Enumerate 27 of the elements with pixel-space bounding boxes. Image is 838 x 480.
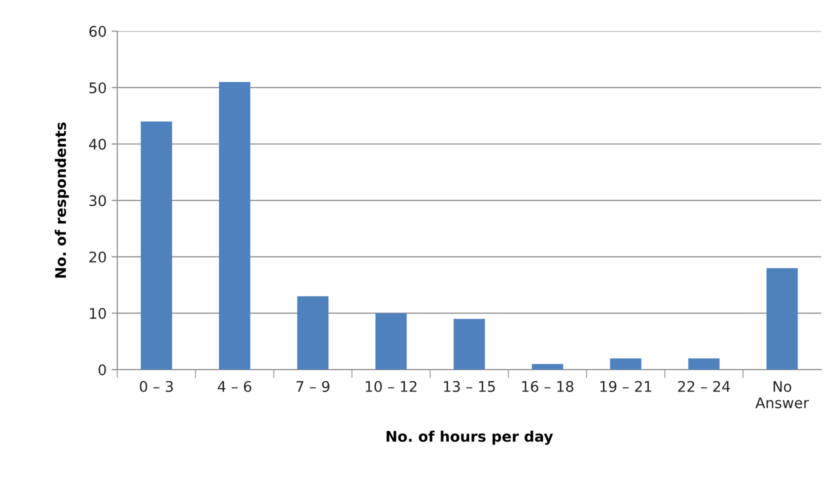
x-tick-label: 19 – 21 xyxy=(600,380,652,392)
x-tick-label: 16 – 18 xyxy=(522,380,574,392)
y-tick-label: 40 xyxy=(89,138,106,150)
y-tick-label: 60 xyxy=(89,26,106,37)
x-tick-label: 22 – 24 xyxy=(678,380,730,392)
x-tick-label: 13 – 15 xyxy=(444,380,495,392)
bar xyxy=(218,82,250,370)
y-tick-label: 20 xyxy=(89,252,106,263)
bar xyxy=(375,313,407,370)
bar xyxy=(454,318,485,370)
bar xyxy=(297,296,328,370)
y-tick-label: 0 xyxy=(98,364,106,376)
x-tick-label: No Answer xyxy=(755,381,809,408)
bar xyxy=(766,268,798,370)
y-axis-title: No. of respondents xyxy=(54,122,69,278)
bar xyxy=(532,364,564,370)
bar xyxy=(610,358,642,370)
y-tick-label: 30 xyxy=(89,195,106,206)
x-axis-title: No. of hours per day xyxy=(386,430,553,445)
y-tick-label: 10 xyxy=(90,308,106,319)
x-tick-label: 4 – 6 xyxy=(218,380,252,392)
x-tick-label: 0 – 3 xyxy=(140,380,173,392)
y-tick-label: 50 xyxy=(89,82,106,94)
bar xyxy=(688,358,720,370)
bar xyxy=(140,121,172,370)
x-tick-label: 7 – 9 xyxy=(296,380,330,392)
x-tick-label: 10 – 12 xyxy=(366,380,416,392)
